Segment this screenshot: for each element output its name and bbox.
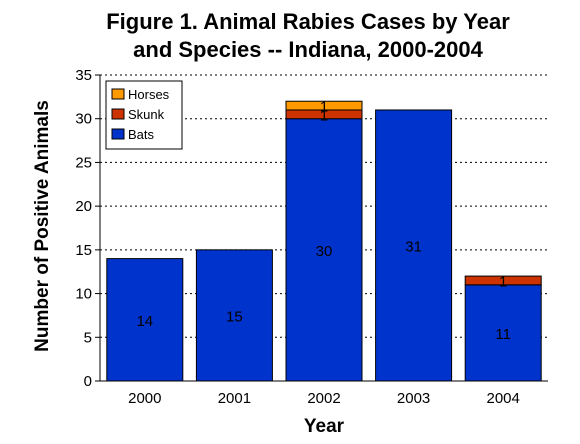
x-axis-title: Year bbox=[304, 416, 345, 437]
y-tick-label: 25 bbox=[75, 154, 92, 171]
legend-label-horses: Horses bbox=[128, 87, 170, 102]
y-axis-title: Number of Positive Animals bbox=[32, 100, 53, 352]
x-tick-label: 2002 bbox=[307, 390, 340, 407]
x-tick-label: 2004 bbox=[487, 390, 520, 407]
y-tick-label: 20 bbox=[75, 198, 92, 215]
bar-bats-2002 bbox=[285, 118, 363, 382]
legend-swatch-horses bbox=[111, 88, 125, 100]
y-tick-label: 15 bbox=[75, 242, 92, 259]
y-tick-label: 0 bbox=[84, 373, 92, 390]
data-label-bats-2001: 15 bbox=[226, 308, 243, 325]
plot-area: 0510152025303514200015200130112002312003… bbox=[75, 67, 548, 407]
bar-bats-2004 bbox=[464, 284, 542, 382]
legend-swatch-skunk bbox=[111, 108, 125, 120]
legend-label-bats: Bats bbox=[128, 127, 155, 142]
data-label-bats-2004: 11 bbox=[495, 326, 511, 343]
x-tick-label: 2000 bbox=[128, 390, 161, 407]
y-tick-label: 35 bbox=[75, 67, 92, 84]
data-label-bats-2003: 31 bbox=[405, 238, 422, 255]
data-label-bats-2002: 30 bbox=[316, 243, 333, 260]
data-label-skunk-2002: 1 bbox=[320, 107, 328, 124]
data-label-bats-2000: 14 bbox=[136, 313, 153, 330]
bar-bats-2000 bbox=[106, 258, 184, 382]
chart-title-line-1: Figure 1. Animal Rabies Cases by Year bbox=[106, 9, 510, 34]
chart-title-line-2: and Species -- Indiana, 2000-2004 bbox=[133, 37, 483, 62]
bar-bats-2003 bbox=[375, 109, 453, 382]
data-label-skunk-2004: 1 bbox=[499, 273, 507, 290]
legend: Horses Skunk Bats bbox=[105, 80, 183, 150]
bar-horses-2002 bbox=[285, 100, 363, 111]
data-label-horses-2002: 1 bbox=[320, 99, 328, 116]
x-tick-label: 2001 bbox=[218, 390, 251, 407]
bar-bats-2001 bbox=[195, 249, 273, 382]
x-tick-label: 2003 bbox=[397, 390, 430, 407]
y-tick-label: 10 bbox=[75, 286, 92, 303]
y-tick-label: 5 bbox=[84, 329, 92, 346]
legend-label-skunk: Skunk bbox=[128, 107, 165, 122]
legend-swatch-bats bbox=[111, 128, 125, 140]
y-tick-label: 30 bbox=[75, 111, 92, 128]
bar-skunk-2004 bbox=[464, 275, 542, 286]
